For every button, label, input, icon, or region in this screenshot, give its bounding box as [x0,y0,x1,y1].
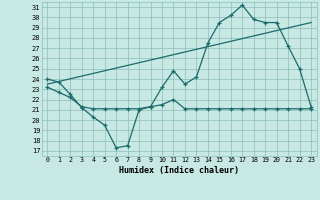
X-axis label: Humidex (Indice chaleur): Humidex (Indice chaleur) [119,166,239,175]
